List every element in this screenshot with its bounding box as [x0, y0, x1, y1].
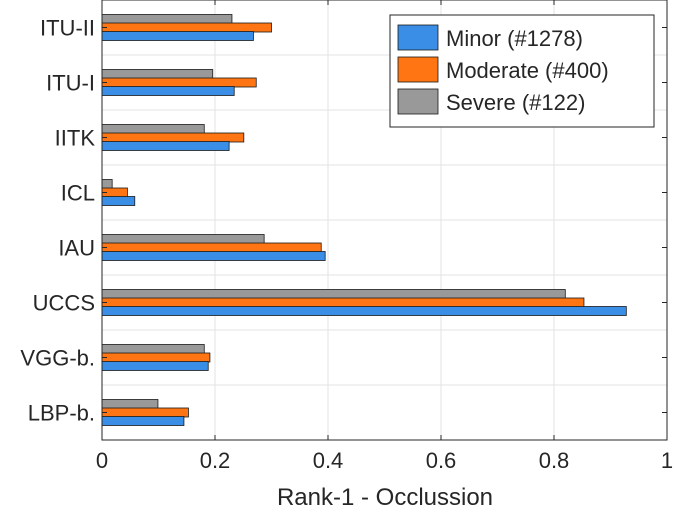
bar — [101, 14, 233, 24]
bar — [101, 69, 214, 79]
y-tick-label: IAU — [58, 236, 95, 261]
bar — [101, 407, 189, 418]
bar — [101, 132, 245, 143]
legend-swatch — [397, 24, 439, 51]
legend: Minor (#1278) Moderate (#400) Severe (#122… — [389, 14, 655, 128]
x-tick-label: 0.4 — [313, 448, 344, 473]
y-tick-label: VGG-b. — [20, 346, 95, 371]
bar — [101, 399, 159, 409]
bar — [101, 234, 265, 244]
legend-label: Moderate (#400) — [446, 58, 609, 83]
bar — [101, 361, 209, 371]
bar — [101, 86, 235, 96]
bar — [101, 344, 205, 354]
y-tick-label: ITU-II — [40, 16, 95, 41]
bar — [101, 297, 585, 308]
y-tick-label: ITU-I — [46, 71, 95, 96]
y-ticks: ITU-II ITU-I IITK ICL IAU UCCS VGG-b. LBP-b. — [20, 16, 667, 426]
legend-label: Severe (#122) — [446, 90, 585, 115]
y-tick-label: IITK — [55, 126, 96, 151]
x-tick-label: 0.8 — [539, 448, 570, 473]
bar — [101, 31, 254, 41]
bar — [101, 141, 230, 151]
bar — [101, 22, 272, 33]
x-tick-label: 0.2 — [200, 448, 231, 473]
legend-swatch — [397, 56, 439, 83]
bar — [101, 242, 322, 253]
bar — [101, 306, 627, 316]
legend-swatch — [397, 88, 439, 115]
y-tick-label: UCCS — [33, 291, 95, 316]
bar — [101, 77, 257, 88]
bar — [101, 416, 185, 426]
y-tick-label: LBP-b. — [28, 401, 95, 426]
bar — [101, 179, 113, 189]
x-axis-title: Rank-1 - Occlussion — [277, 484, 493, 511]
x-tick-label: 0 — [96, 448, 108, 473]
plot-frame — [101, 0, 668, 441]
x-tick-label: 1 — [661, 448, 673, 473]
legend-label: Minor (#1278) — [446, 26, 583, 51]
x-ticks: 0 0.2 0.4 0.6 0.8 1 — [96, 0, 673, 473]
bar — [101, 124, 205, 134]
x-tick-label: 0.6 — [426, 448, 457, 473]
bar — [101, 352, 211, 363]
bar — [101, 196, 136, 206]
y-tick-label: ICL — [61, 181, 95, 206]
bar — [101, 289, 566, 299]
bar — [101, 251, 326, 261]
